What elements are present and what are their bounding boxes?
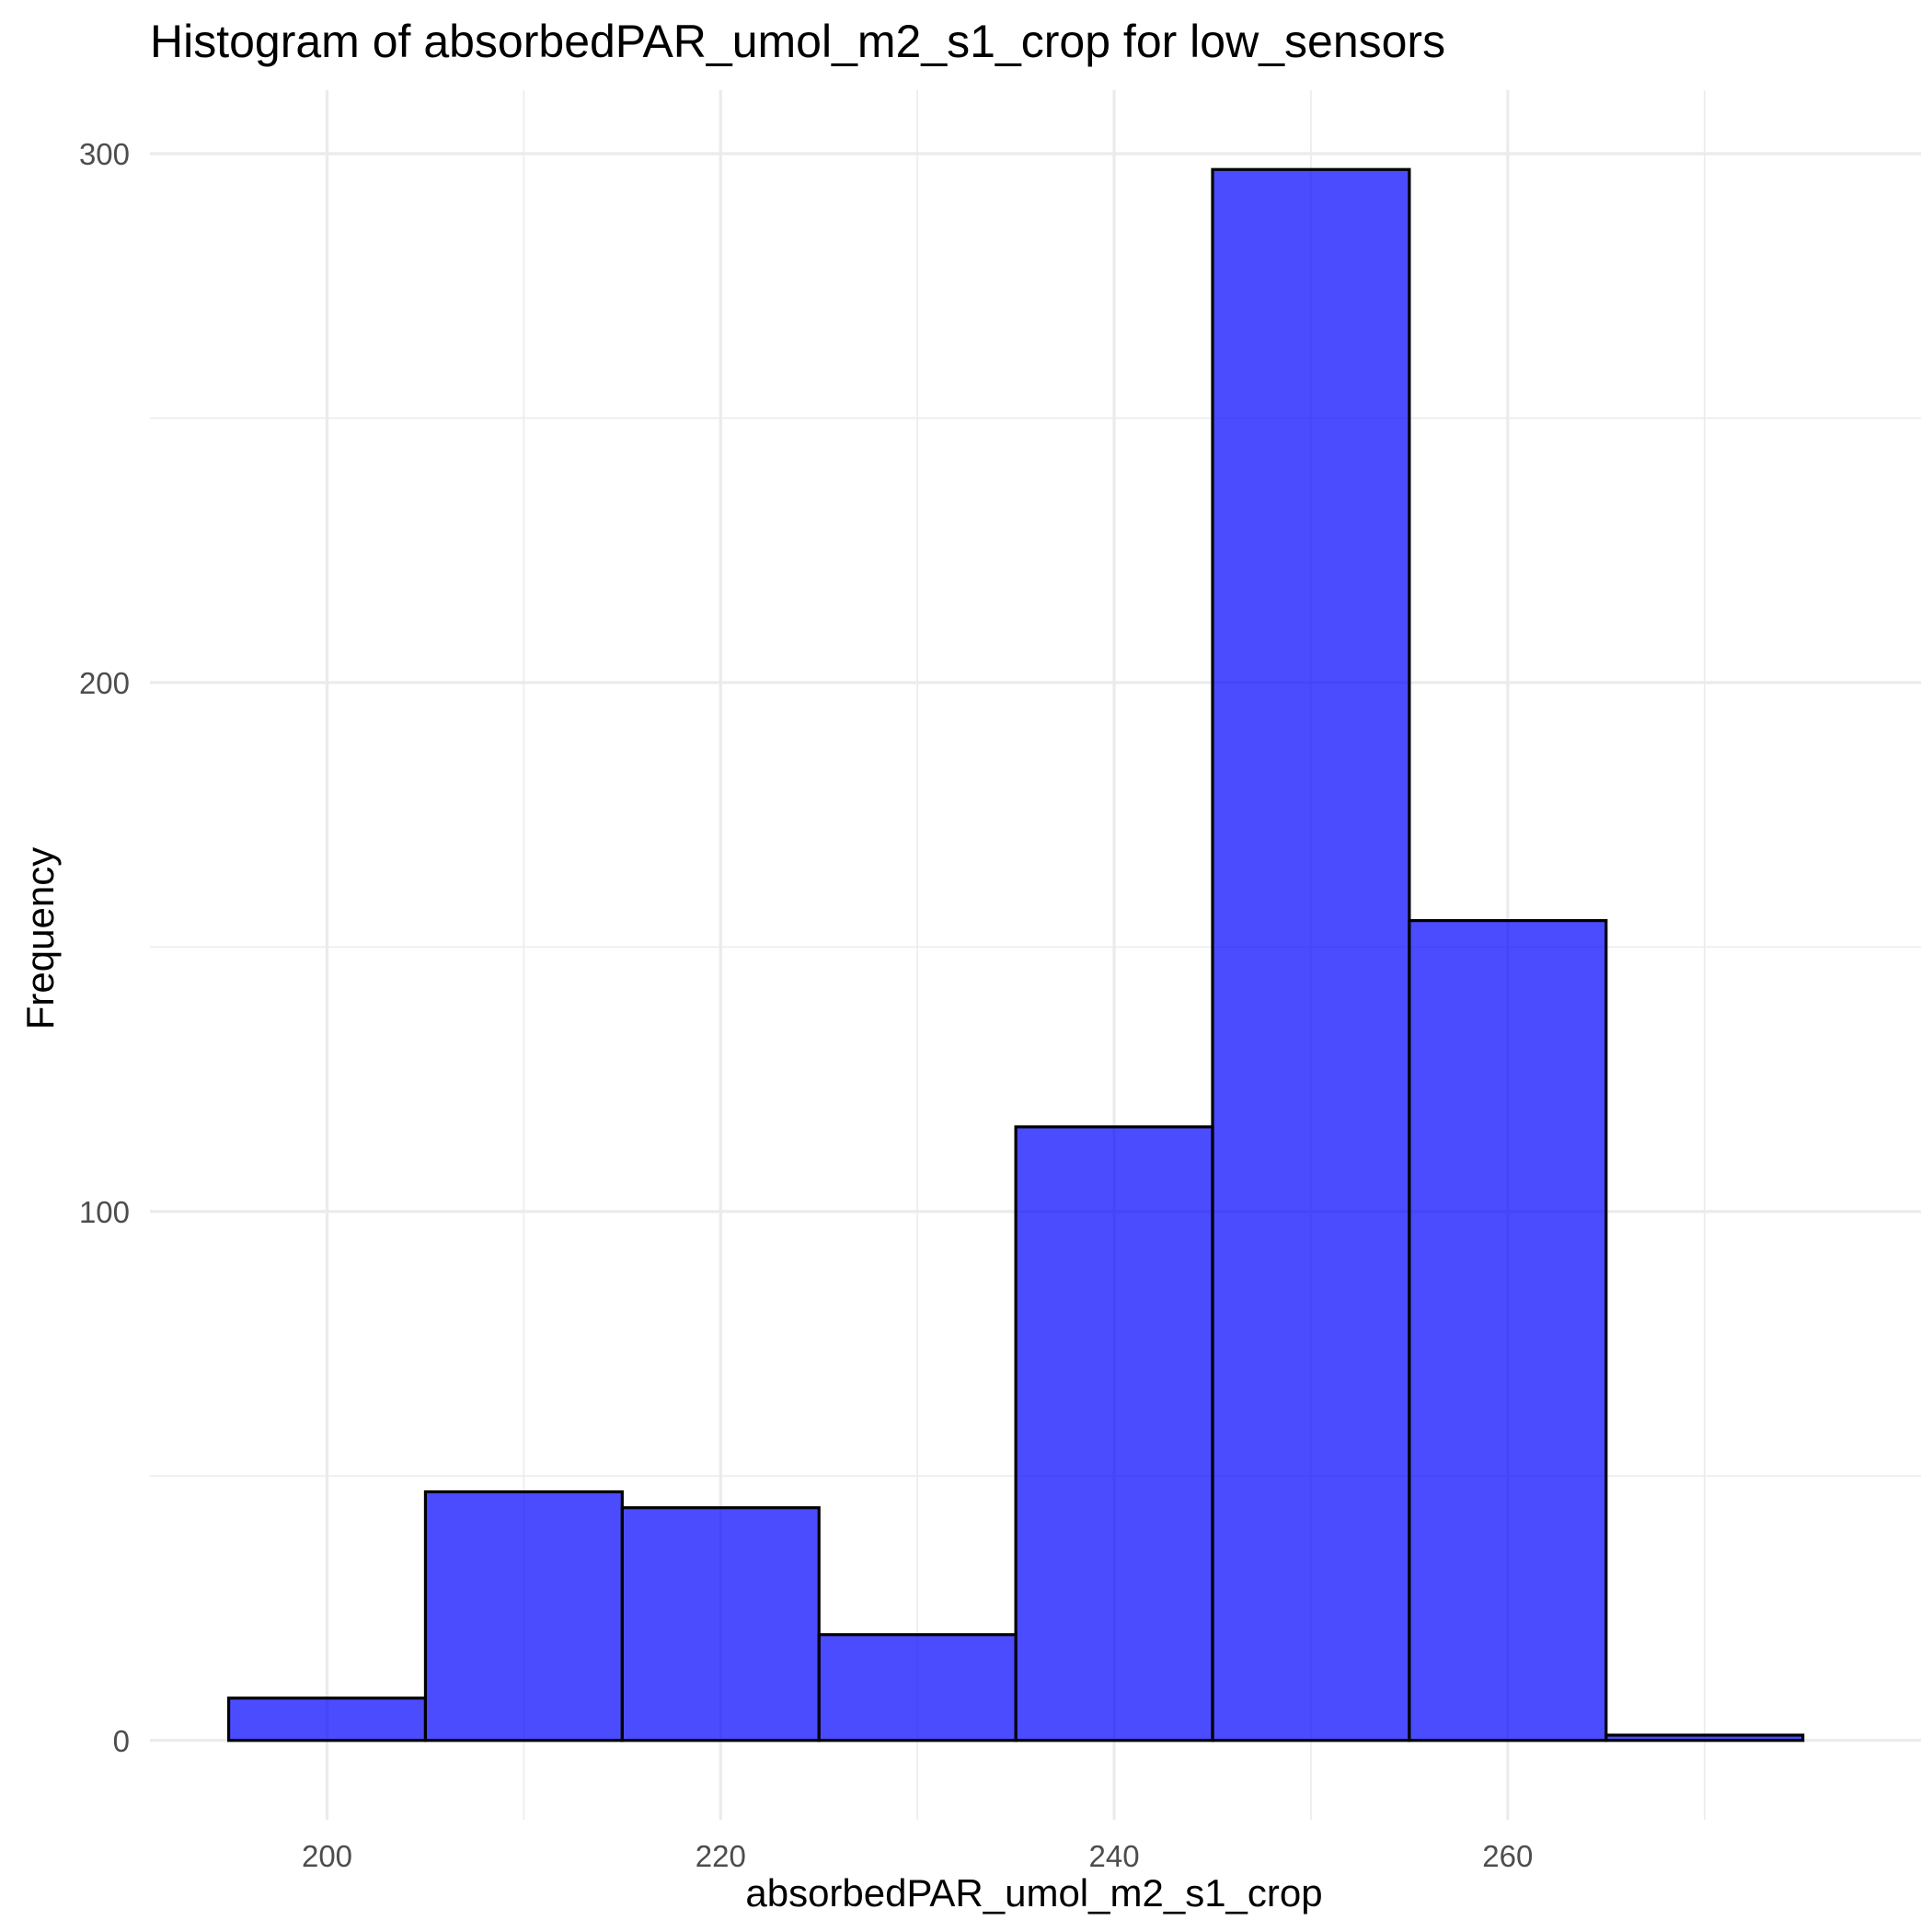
chart-title: Histogram of absorbedPAR_umol_m2_s1_crop… [150, 16, 1445, 67]
y-tick-label: 100 [79, 1195, 130, 1229]
x-tick-label: 200 [302, 1839, 352, 1873]
x-tick-label: 260 [1482, 1839, 1533, 1873]
histogram-bar [1604, 1733, 1805, 1742]
x-tick-label: 220 [696, 1839, 746, 1873]
histogram-bar [423, 1489, 624, 1742]
y-tick-label: 200 [79, 666, 130, 700]
tick-labels: 200 220 240 260 0 100 200 300 [79, 137, 1533, 1873]
histogram-bar [620, 1506, 821, 1742]
histogram-bars [226, 167, 1805, 1742]
x-tick-label: 240 [1089, 1839, 1140, 1873]
y-tick-label: 300 [79, 137, 130, 171]
y-tick-label: 0 [113, 1724, 130, 1758]
x-axis-title: absorbedPAR_umol_m2_s1_crop [745, 1871, 1322, 1915]
histogram-bar [1014, 1125, 1214, 1742]
histogram-bar [226, 1696, 428, 1742]
histogram-bar [817, 1633, 1018, 1742]
histogram-bar [1408, 919, 1608, 1742]
histogram-bar [1211, 167, 1411, 1742]
y-axis-title: Frequency [18, 847, 62, 1029]
